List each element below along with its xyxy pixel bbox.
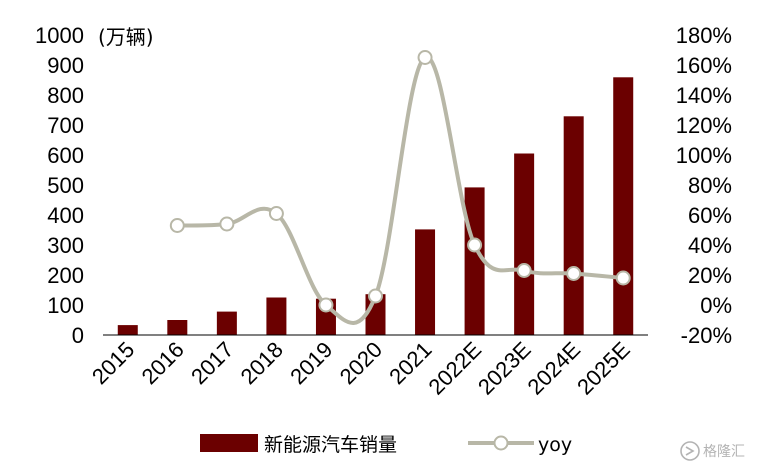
left-axis-tick-label: 400 bbox=[47, 203, 84, 228]
bar-2016 bbox=[167, 320, 188, 335]
x-axis: 20152016201720182019202020212022E2023E20… bbox=[87, 337, 635, 400]
x-axis-tick-label: 2018 bbox=[236, 337, 288, 389]
legend-marker-yoy bbox=[493, 435, 509, 451]
bar-2018 bbox=[266, 297, 287, 335]
right-y-axis: -20% 0% 20% 40% 60% 80% 100% 120% 140% 160% 180% bbox=[676, 23, 732, 348]
left-axis-tick-label: 100 bbox=[47, 293, 84, 318]
left-axis-tick-label: 1000 bbox=[35, 23, 84, 48]
x-axis-tick-label: 2016 bbox=[137, 337, 189, 389]
left-y-axis: 0 100 200 300 400 500 600 700 800 900 1000 bbox=[35, 23, 84, 348]
yoy-point-2024E bbox=[566, 266, 582, 281]
left-axis-tick-label: 600 bbox=[47, 143, 84, 168]
right-axis-tick-label: 180% bbox=[676, 23, 732, 48]
legend: 新能源汽车销量 yoy bbox=[200, 434, 572, 456]
bar-2022E bbox=[464, 187, 485, 335]
bar-2023E bbox=[514, 153, 535, 335]
x-axis-tick-label: 2023E bbox=[473, 337, 536, 400]
bar-2021 bbox=[415, 229, 436, 335]
x-axis-tick-label: 2025E bbox=[572, 337, 635, 400]
right-axis-tick-label: 80% bbox=[688, 173, 732, 198]
x-axis-tick-label: 2019 bbox=[285, 337, 337, 389]
line-series bbox=[169, 50, 631, 325]
watermark: 格隆汇 bbox=[680, 441, 745, 461]
right-axis-tick-label: 140% bbox=[676, 83, 732, 108]
yoy-point-2023E bbox=[516, 263, 532, 278]
bar-2024E bbox=[563, 116, 584, 335]
right-axis-tick-label: -20% bbox=[681, 323, 732, 348]
bar-2025E bbox=[613, 77, 634, 336]
x-axis-tick-label: 2024E bbox=[523, 337, 586, 400]
yoy-line bbox=[177, 55, 624, 325]
left-axis-tick-label: 200 bbox=[47, 263, 84, 288]
right-axis-tick-label: 100% bbox=[676, 143, 732, 168]
yoy-point-2016 bbox=[169, 218, 185, 233]
left-axis-tick-label: 500 bbox=[47, 173, 84, 198]
x-axis-tick-label: 2015 bbox=[87, 337, 139, 389]
bar-series bbox=[117, 77, 634, 336]
left-axis-unit-label: (万辆) bbox=[98, 25, 154, 49]
right-axis-tick-label: 60% bbox=[688, 203, 732, 228]
yoy-point-2017 bbox=[219, 216, 235, 232]
right-axis-tick-label: 40% bbox=[688, 233, 732, 258]
x-axis-tick-label: 2017 bbox=[186, 337, 238, 389]
right-axis-tick-label: 20% bbox=[688, 263, 732, 288]
right-axis-tick-label: 0% bbox=[700, 293, 732, 318]
x-axis-tick-label: 2022E bbox=[423, 337, 486, 400]
legend-label-yoy: yoy bbox=[538, 434, 572, 456]
left-axis-tick-label: 300 bbox=[47, 233, 84, 258]
yoy-point-2022E bbox=[467, 237, 483, 253]
left-axis-tick-label: 900 bbox=[47, 53, 84, 78]
legend-label-sales: 新能源汽车销量 bbox=[264, 434, 397, 456]
yoy-point-2018 bbox=[268, 206, 284, 221]
gelonghui-logo-icon bbox=[680, 441, 700, 461]
yoy-point-2019 bbox=[318, 297, 334, 313]
legend-swatch-sales bbox=[200, 434, 258, 452]
watermark-text: 格隆汇 bbox=[703, 444, 745, 460]
bar-2017 bbox=[216, 311, 237, 335]
x-axis-tick-label: 2020 bbox=[335, 337, 387, 389]
right-axis-tick-label: 160% bbox=[676, 53, 732, 78]
bar-2015 bbox=[117, 325, 138, 335]
right-axis-tick-label: 120% bbox=[676, 113, 732, 138]
yoy-point-2020 bbox=[368, 288, 383, 304]
yoy-point-2021 bbox=[417, 50, 433, 65]
left-axis-tick-label: 800 bbox=[47, 83, 84, 108]
yoy-point-2025E bbox=[615, 270, 631, 286]
left-axis-tick-label: 0 bbox=[72, 323, 84, 348]
left-axis-tick-label: 700 bbox=[47, 113, 84, 138]
